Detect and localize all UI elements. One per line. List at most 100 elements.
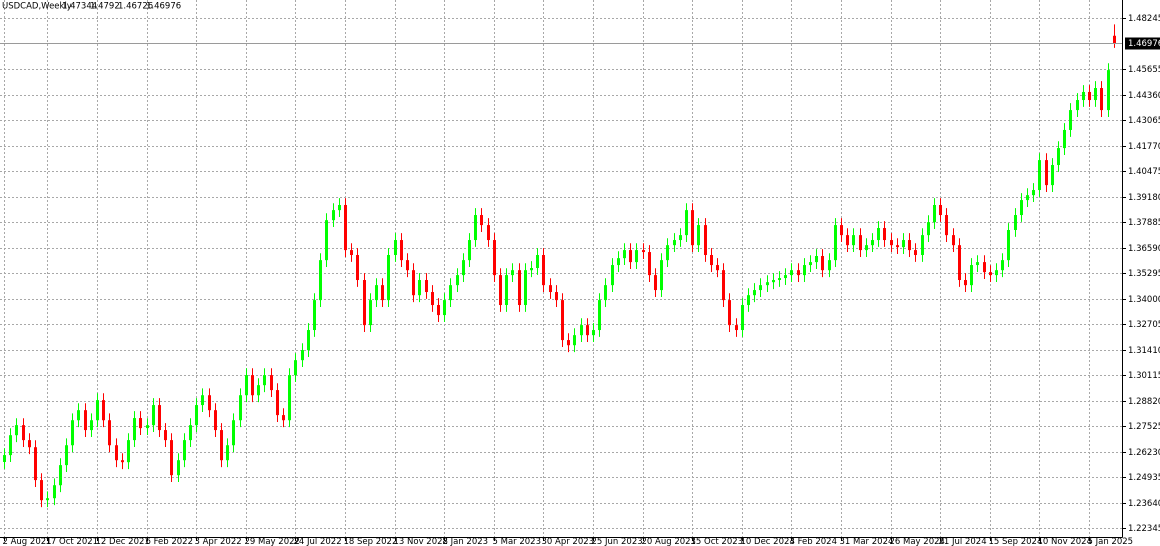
candle-body: [561, 300, 564, 341]
candle-body: [691, 210, 694, 246]
candle-body: [412, 270, 415, 296]
candle-body: [344, 204, 347, 251]
header-close: 1.46976: [146, 2, 181, 12]
candle-body: [189, 425, 192, 441]
candle-body: [1076, 100, 1079, 111]
candle-body: [549, 285, 552, 293]
y-tick-label: 1.43065: [1128, 116, 1160, 126]
candle-body: [976, 262, 979, 266]
candle-body: [914, 250, 917, 256]
candle-body: [158, 405, 161, 431]
x-tick-label: 29 May 2022: [245, 537, 300, 546]
candle-body: [3, 455, 6, 462]
candle-body: [313, 300, 316, 331]
x-tick-label: 6 Feb 2022: [146, 537, 194, 546]
candle-body: [970, 265, 973, 286]
candle-body: [77, 410, 80, 421]
y-tick-label: 1.27525: [1128, 422, 1160, 432]
candle-body: [121, 460, 124, 463]
candle-body: [604, 285, 607, 301]
candle-body: [394, 240, 397, 256]
candle-body: [214, 410, 217, 431]
candle-body: [840, 225, 843, 236]
candle-body: [846, 235, 849, 246]
candle-body: [505, 275, 508, 306]
candle-body: [232, 420, 235, 446]
candle-body: [369, 300, 372, 326]
candle-body: [927, 222, 930, 236]
candle-body: [437, 305, 440, 316]
candle-body: [518, 270, 521, 306]
candle-body: [1032, 190, 1035, 196]
candle-body: [108, 420, 111, 446]
y-tick-label: 1.22345: [1128, 524, 1160, 534]
candle-body: [468, 240, 471, 261]
candle-body: [208, 395, 211, 411]
candle-body: [964, 280, 967, 286]
y-tick-label: 1.36590: [1128, 244, 1160, 254]
candle-body: [115, 445, 118, 461]
candles: [3, 24, 1116, 508]
candle-body: [1063, 129, 1066, 149]
candle-body: [325, 220, 328, 261]
candle-body: [890, 240, 893, 246]
candle-body: [1107, 70, 1110, 111]
candle-body: [933, 204, 936, 223]
x-tick-label: 10 Dec 2023: [741, 537, 795, 546]
header-high: 1.4792: [90, 2, 120, 12]
candle-body: [778, 278, 781, 281]
candle-body: [803, 265, 806, 276]
candle-body: [251, 375, 254, 396]
candle-body: [40, 480, 43, 501]
candle-body: [772, 280, 775, 283]
candle-body: [958, 245, 961, 281]
candle-body: [375, 285, 378, 301]
candle-body: [71, 420, 74, 446]
candle-body: [1051, 165, 1054, 186]
candle-body: [96, 400, 99, 421]
candle-body: [834, 225, 837, 261]
x-tick-label: 13 Nov 2022: [394, 537, 448, 546]
candle-body: [580, 325, 583, 336]
candle-body: [239, 395, 242, 421]
y-tick-label: 1.26230: [1128, 448, 1160, 458]
x-tick-label: 30 Apr 2023: [542, 537, 595, 546]
candle-body: [226, 445, 229, 461]
y-tick-label: 1.45655: [1128, 65, 1160, 75]
candle-body: [139, 418, 142, 429]
candle-body: [828, 260, 831, 271]
candle-body: [654, 275, 657, 291]
candle-body: [697, 225, 700, 246]
candle-body: [995, 270, 998, 276]
candle-body: [152, 405, 155, 426]
y-tick-label: 1.28820: [1128, 397, 1160, 407]
y-tick-label: 1.48245: [1128, 14, 1160, 24]
candle-body: [784, 275, 787, 279]
candle-body: [542, 255, 545, 286]
chart-title: USDCAD,Weekly: [2, 2, 72, 12]
candle-body: [821, 255, 824, 271]
candle-body: [741, 305, 744, 331]
candle-body: [456, 275, 459, 286]
candle-body: [524, 270, 527, 306]
candle-body: [511, 270, 514, 276]
candle-body: [195, 405, 198, 426]
candle-body: [220, 430, 223, 461]
candle-body: [102, 400, 105, 421]
x-tick-label: 4 Feb 2024: [790, 537, 838, 546]
x-tick-label: 31 Mar 2024: [840, 537, 894, 546]
x-tick-label: 5 Mar 2023: [493, 537, 541, 546]
y-tick-label: 1.32705: [1128, 320, 1160, 330]
candle-body: [896, 245, 899, 248]
candle-body: [164, 430, 167, 441]
candle-body: [747, 295, 750, 306]
candle-body: [462, 260, 465, 276]
candle-body: [952, 235, 955, 246]
candle-body: [245, 375, 248, 396]
candle-body: [22, 425, 25, 441]
candle-body: [1094, 88, 1097, 101]
candle-body: [759, 285, 762, 291]
candle-body: [127, 440, 130, 463]
x-tick-label: 2 Aug 2021: [3, 537, 52, 546]
